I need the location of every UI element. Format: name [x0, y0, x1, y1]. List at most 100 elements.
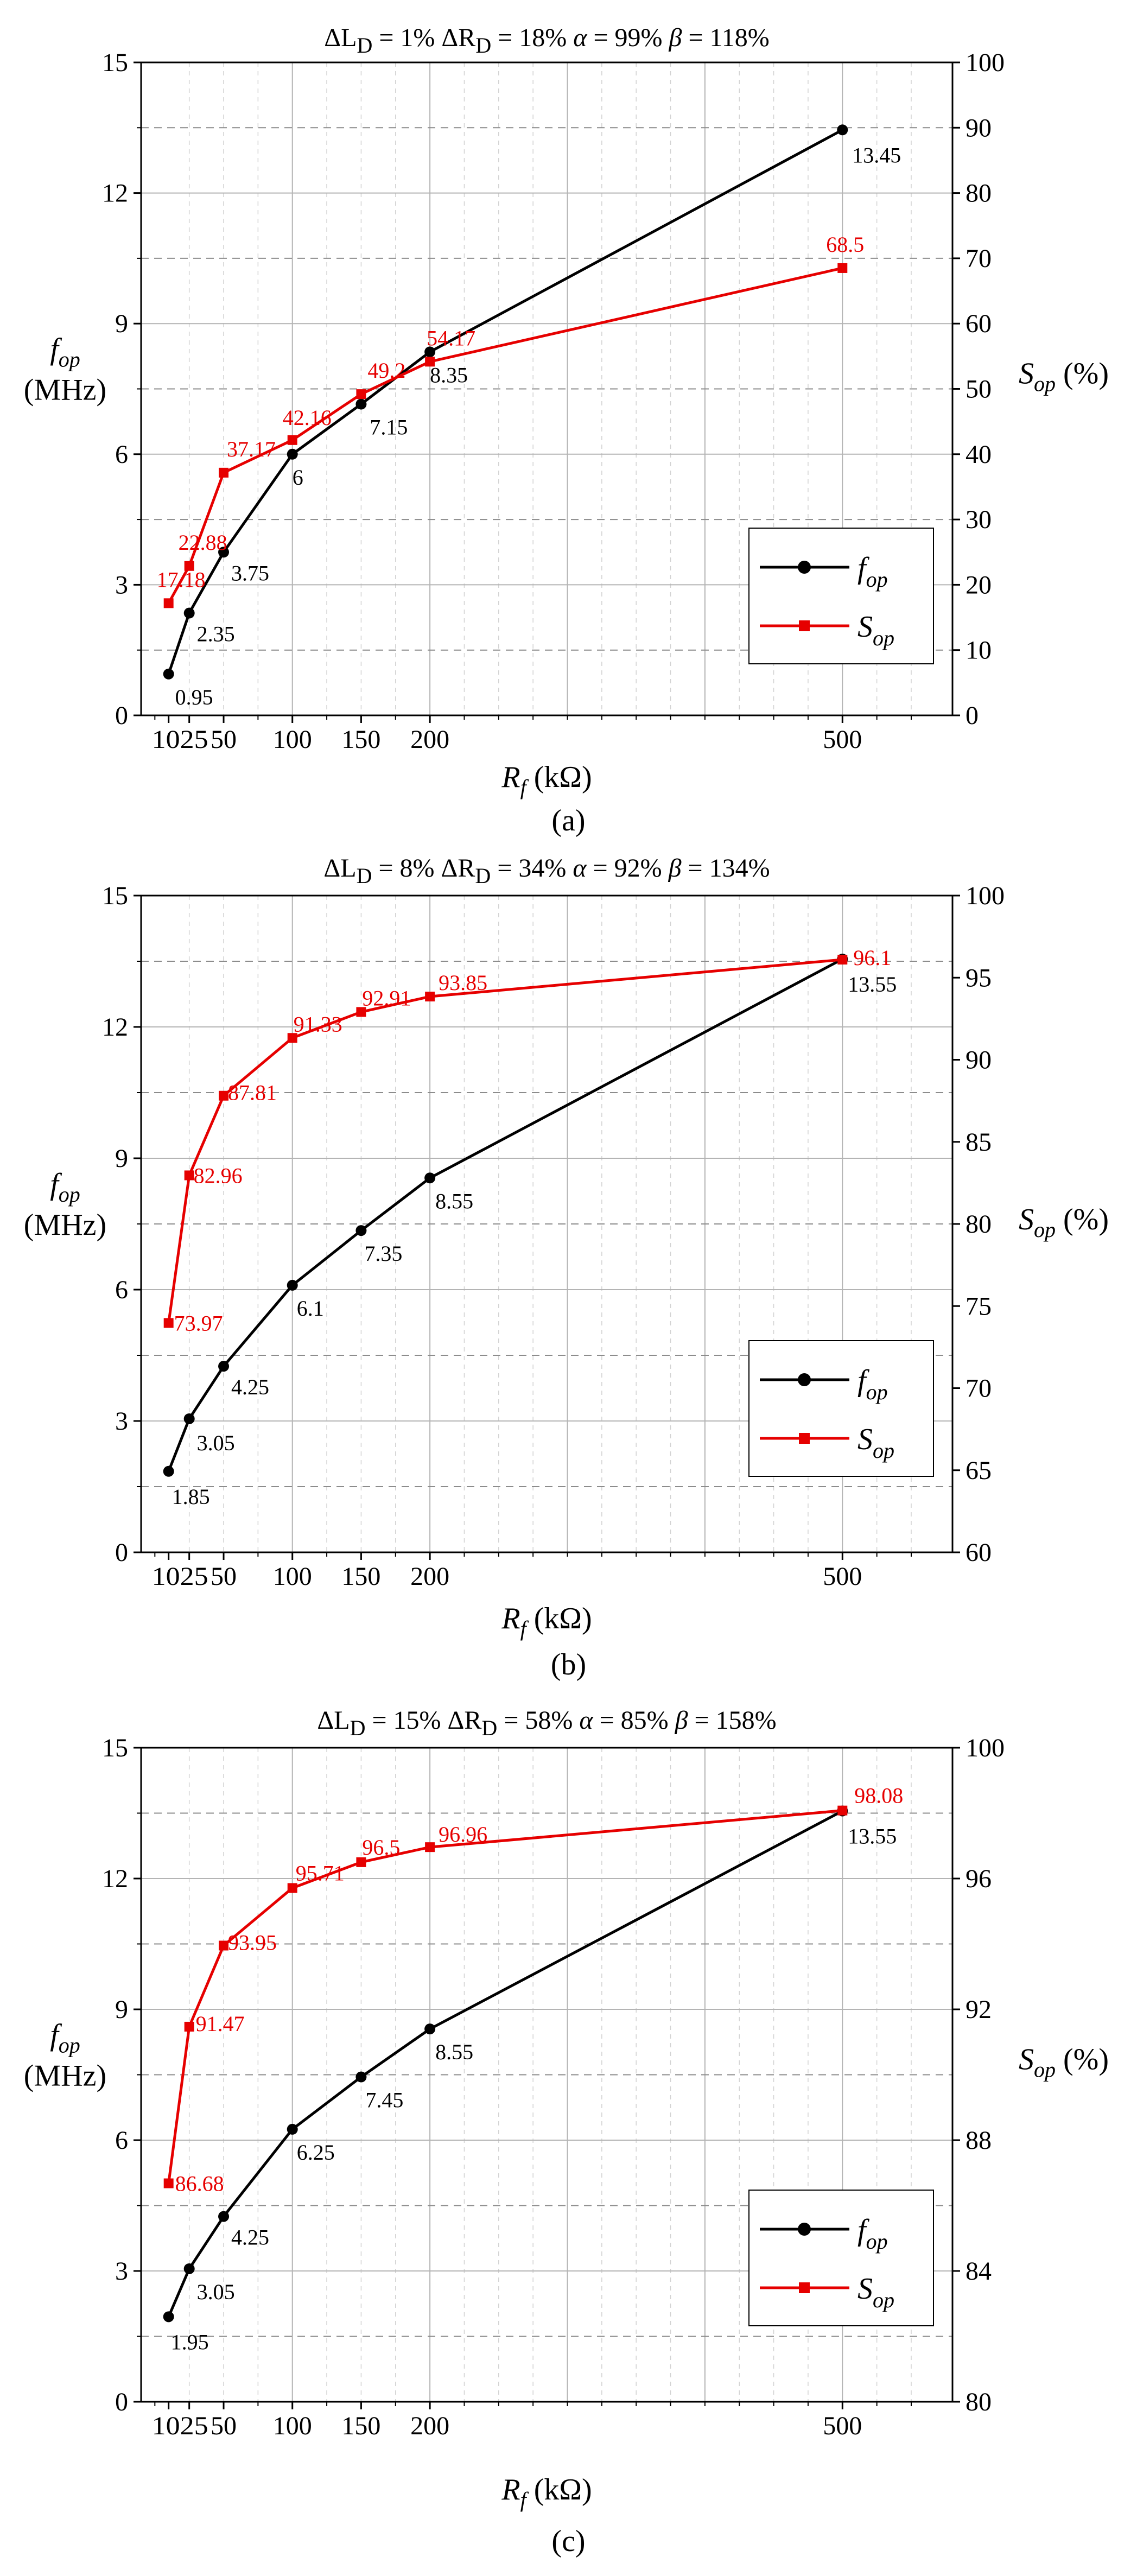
x-tick-label: 500	[823, 725, 862, 754]
right-tick-label: 95	[966, 963, 992, 992]
left-tick-label: 9	[115, 1995, 128, 2024]
f-op-point	[218, 2211, 230, 2222]
left-axis-unit: (MHz)	[24, 373, 106, 407]
legend-s-op-marker	[799, 2282, 810, 2293]
f-op-data-label: 3.75	[231, 561, 269, 585]
s-op-series-line	[167, 1809, 843, 2184]
right-tick-label: 88	[966, 2126, 992, 2155]
f-op-point	[355, 398, 367, 410]
x-tick-label: 1025	[152, 725, 208, 754]
s-op-data-label: 93.85	[439, 970, 487, 995]
legend-s-op-marker	[799, 620, 810, 631]
legend-s-op-label: Sop	[857, 2272, 894, 2312]
right-tick-label: 100	[966, 881, 1005, 910]
legend-s-op-label: Sop	[857, 1423, 894, 1463]
x-tick-label: 100	[273, 725, 312, 754]
f-op-point	[837, 124, 848, 136]
left-tick-label: 15	[102, 1734, 128, 1762]
s-op-point	[356, 1857, 366, 1867]
f-op-point	[287, 1279, 298, 1291]
right-tick-label: 100	[966, 48, 1005, 77]
s-op-point	[219, 1940, 229, 1951]
right-tick-label: 60	[966, 1538, 992, 1567]
f-op-data-label: 6.25	[297, 2140, 335, 2165]
legend-box	[748, 1340, 934, 1477]
left-tick-label: 0	[115, 2388, 128, 2416]
s-op-point	[287, 1883, 297, 1893]
left-tick-label: 3	[115, 2257, 128, 2286]
f-op-data-label: 2.35	[197, 622, 235, 646]
chart-panel-a: ΔLD = 1% ΔRD = 18% α = 99% β = 118% 0 3 6 9 1…	[24, 23, 1109, 837]
f-op-point	[218, 547, 230, 558]
chart-title: ΔLD = 1% ΔRD = 18% α = 99% β = 118%	[324, 23, 769, 58]
s-op-data-label: 98.08	[854, 1784, 903, 1808]
x-tick-label: 100	[273, 2412, 312, 2440]
x-tick-label: 1025	[152, 2412, 208, 2440]
s-op-data-label: 37.17	[227, 437, 276, 461]
left-tick-label: 6	[115, 440, 128, 469]
right-axis-label: Sop (%)	[1019, 357, 1109, 396]
s-op-point	[287, 1033, 297, 1043]
s-op-series-line	[167, 267, 843, 604]
x-tick-label: 1025	[152, 1562, 208, 1591]
s-op-data-label: 82.96	[194, 1163, 243, 1188]
right-tick-label: 100	[966, 1734, 1005, 1762]
left-tick-label: 3	[115, 1407, 128, 1436]
f-op-data-label: 8.55	[435, 1189, 473, 1213]
f-op-data-label: 7.45	[365, 2088, 403, 2112]
s-op-data-label: 91.33	[294, 1012, 342, 1036]
right-tick-label: 70	[966, 1374, 992, 1403]
x-tick-label: 500	[823, 1562, 862, 1591]
x-axis-label: Rf (kΩ)	[501, 2473, 592, 2512]
f-op-data-label: 13.45	[852, 143, 901, 167]
left-tick-label: 15	[102, 48, 128, 77]
s-op-point	[356, 1007, 366, 1017]
f-op-data-label: 0.95	[175, 685, 213, 709]
left-tick-label: 15	[102, 881, 128, 910]
f-op-data-label: 4.25	[231, 2225, 269, 2250]
x-tick-label: 200	[410, 1562, 449, 1591]
f-op-data-label: 3.05	[197, 1431, 235, 1455]
left-tick-label: 6	[115, 2126, 128, 2155]
f-op-point	[183, 607, 195, 619]
chart-panel-c: ΔLD = 15% ΔRD = 58% α = 85% β = 158% 0 3 6 9…	[24, 1706, 1109, 2558]
s-op-data-label: 54.17	[427, 326, 475, 350]
left-tick-label: 12	[102, 179, 128, 208]
s-op-point	[837, 263, 848, 273]
legend-box	[748, 528, 934, 664]
x-tick-label: 150	[341, 2412, 380, 2440]
right-tick-label: 65	[966, 1456, 992, 1485]
s-op-data-label: 92.91	[362, 986, 411, 1010]
s-op-point	[184, 1170, 194, 1181]
legend-s-op-marker	[799, 1433, 810, 1444]
x-tick-label: 100	[273, 1562, 312, 1591]
chart-title: ΔLD = 15% ΔRD = 58% α = 85% β = 158%	[317, 1706, 776, 1740]
legend-f-op-marker	[798, 2223, 811, 2236]
right-tick-label: 80	[966, 2388, 992, 2416]
left-tick-label: 12	[102, 1013, 128, 1042]
f-op-data-label: 7.15	[370, 415, 408, 440]
f-op-point	[424, 1172, 436, 1184]
panel-label: (c)	[551, 2524, 585, 2558]
x-tick-label: 150	[341, 1562, 380, 1591]
left-tick-label: 3	[115, 570, 128, 599]
s-op-data-label: 91.47	[196, 2012, 245, 2036]
left-axis-unit: (MHz)	[24, 2059, 106, 2093]
right-tick-label: 85	[966, 1128, 992, 1157]
x-tick-label: 500	[823, 2412, 862, 2440]
f-op-point	[287, 448, 298, 460]
f-op-point	[287, 2123, 298, 2135]
right-tick-label: 10	[966, 636, 992, 665]
right-tick-label: 0	[966, 701, 979, 730]
f-op-data-label: 1.85	[172, 1484, 210, 1509]
f-op-point	[355, 1225, 367, 1236]
left-tick-label: 9	[115, 1144, 128, 1173]
right-tick-label: 90	[966, 1046, 992, 1075]
right-tick-label: 50	[966, 375, 992, 404]
left-axis-label: fop	[50, 333, 80, 372]
f-op-data-label: 7.35	[364, 1241, 402, 1266]
f-op-point	[163, 1465, 174, 1477]
x-tick-label: 150	[341, 725, 380, 754]
